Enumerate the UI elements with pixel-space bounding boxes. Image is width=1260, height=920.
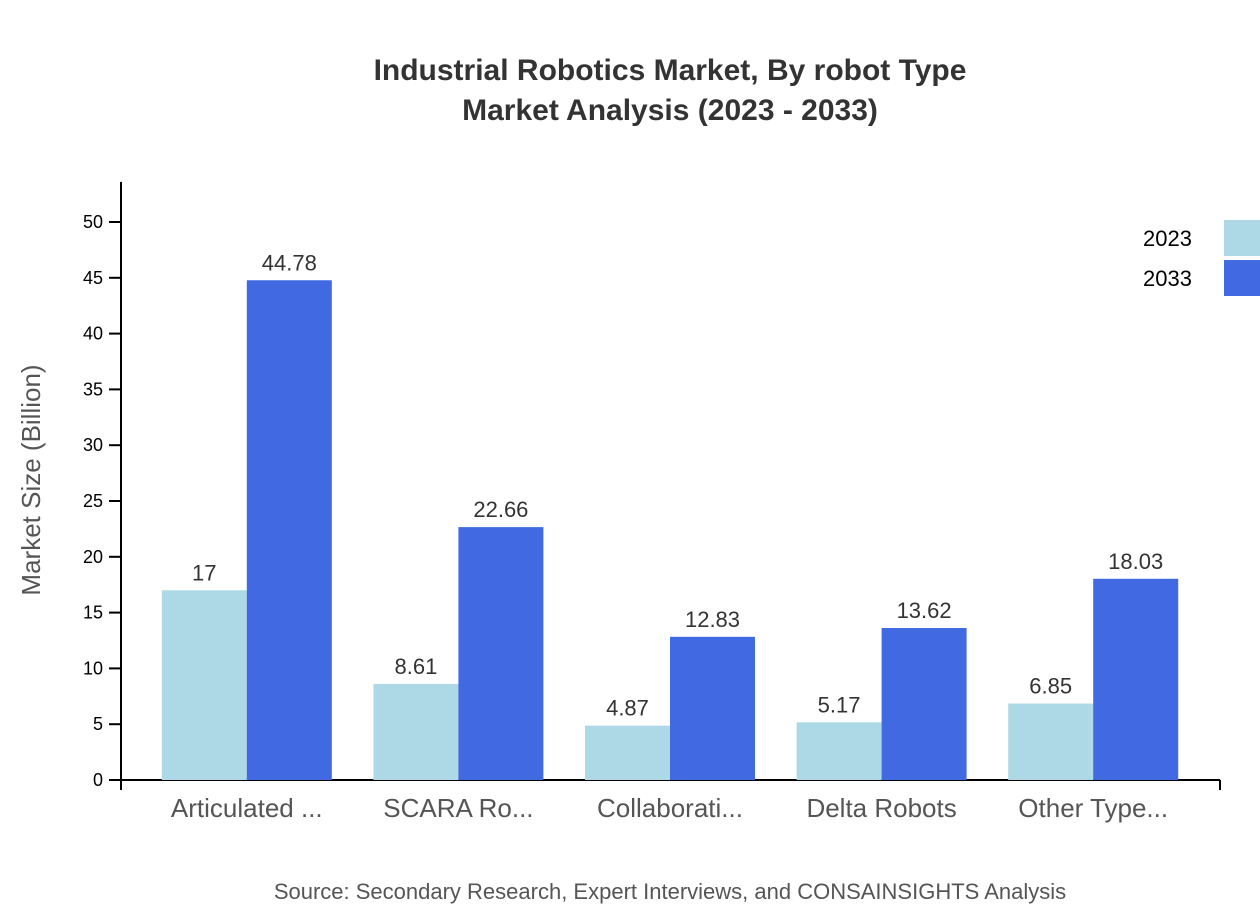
bar-2023 (1008, 703, 1094, 780)
chart-title: Industrial Robotics Market, By robot Typ… (374, 54, 967, 87)
bar-2033 (246, 280, 332, 780)
bars: 17 44.78 8.61 22.66 4.87 12.83 5.17 13.62 6.85 18… (161, 250, 1179, 780)
legend-swatch (1224, 220, 1260, 256)
x-tick-label: SCARA Ro... (383, 793, 533, 823)
y-tick-label: 20 (83, 547, 103, 567)
data-label: 6.85 (1029, 674, 1072, 699)
y-tick-label: 30 (83, 435, 103, 455)
x-tick-label: Delta Robots (806, 793, 956, 823)
chart-subtitle: Market Analysis (2023 - 2033) (462, 94, 878, 127)
x-tick-label: Other Type... (1018, 793, 1168, 823)
bar-2023 (585, 725, 670, 780)
legend-label: 2023 (1143, 226, 1192, 251)
legend-swatch (1224, 260, 1260, 296)
bar-2033 (670, 636, 755, 780)
bar-2023 (796, 722, 882, 780)
data-label: 4.87 (606, 696, 649, 721)
y-tick-label: 25 (83, 491, 103, 511)
data-label: 8.61 (394, 654, 437, 679)
data-label: 44.78 (262, 250, 317, 275)
bar-2033 (458, 527, 544, 780)
y-tick-label: 45 (83, 268, 103, 288)
x-axis: Articulated ... SCARA Ro... Collaborati...… (120, 779, 1221, 823)
legend: 2023 2033 (1143, 220, 1260, 296)
legend-label: 2033 (1143, 266, 1192, 291)
y-tick-label: 5 (93, 714, 103, 734)
x-tick-label: Articulated ... (171, 793, 323, 823)
y-tick-label: 40 (83, 324, 103, 344)
y-tick-label: 35 (83, 379, 103, 399)
data-label: 18.03 (1108, 549, 1163, 574)
source-note: Source: Secondary Research, Expert Inter… (274, 879, 1066, 904)
bar-2023 (373, 683, 459, 780)
data-label: 12.83 (685, 607, 740, 632)
y-axis-label: Market Size (Billion) (16, 364, 46, 595)
data-label: 17 (192, 560, 216, 585)
bar-2023 (161, 590, 247, 780)
bar-2033 (1093, 578, 1179, 780)
data-label: 13.62 (897, 598, 952, 623)
y-tick-label: 10 (83, 658, 103, 678)
x-tick-label: Collaborati... (597, 793, 743, 823)
bar-2033 (881, 628, 967, 780)
data-label: 5.17 (818, 692, 861, 717)
y-tick-label: 15 (83, 603, 103, 623)
y-tick-label: 50 (83, 212, 103, 232)
y-axis: 0 5 10 15 20 25 30 35 40 45 50 (83, 181, 122, 790)
y-tick-label: 0 (93, 770, 103, 790)
data-label: 22.66 (473, 497, 528, 522)
